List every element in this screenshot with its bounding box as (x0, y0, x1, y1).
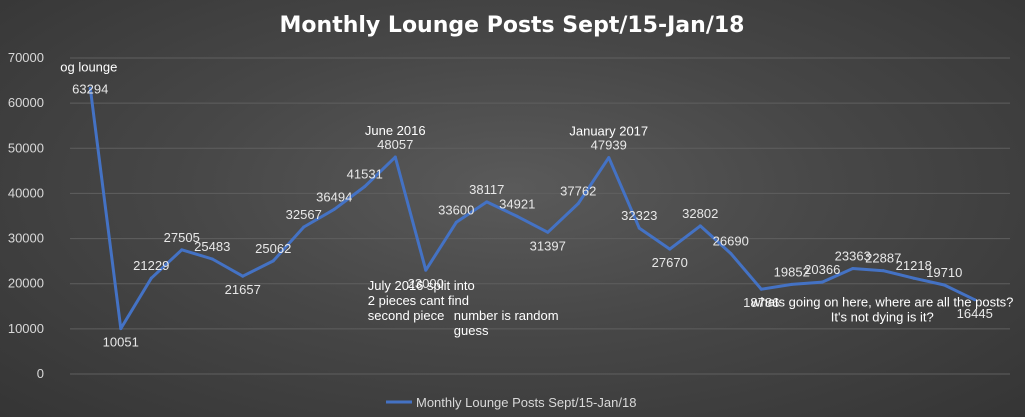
annotation-line: second piece (368, 308, 445, 323)
annotations: og lounge June 2016 January 2017 July 2016 … (60, 59, 1013, 338)
legend: Monthly Lounge Posts Sept/15-Jan/18 (386, 395, 636, 410)
data-point (88, 86, 92, 90)
data-label: 36494 (316, 189, 352, 204)
data-point (363, 185, 367, 189)
data-point (668, 247, 672, 251)
annotation: June 2016 (365, 123, 426, 138)
data-point (729, 252, 733, 256)
data-label: 32567 (286, 207, 322, 222)
data-point (424, 268, 428, 272)
data-label: 21657 (225, 282, 261, 297)
data-point (180, 248, 184, 252)
chart-title: Monthly Lounge Posts Sept/15-Jan/18 (280, 13, 745, 38)
data-label: 27670 (652, 255, 688, 270)
data-label: 32323 (621, 208, 657, 223)
data-label: 18786 (743, 295, 779, 310)
data-label: 16445 (957, 306, 993, 321)
data-label: 47939 (591, 138, 627, 153)
data-point (912, 276, 916, 280)
annotation: July 2016 split into 2 pieces cant find se… (368, 278, 475, 323)
annotation-line: whats going on here, where are all the p… (750, 295, 1013, 310)
annotation-line: June 2016 (365, 123, 426, 138)
data-point (607, 156, 611, 160)
legend-label: Monthly Lounge Posts Sept/15-Jan/18 (416, 395, 636, 410)
data-label: 19852 (774, 264, 810, 279)
y-tick-label: 70000 (8, 50, 44, 65)
data-point (820, 280, 824, 284)
data-label: 23363 (835, 249, 871, 264)
annotation-line: 2 pieces cant find (368, 293, 469, 308)
data-point (332, 207, 336, 211)
data-point (881, 269, 885, 273)
data-label: 32802 (682, 206, 718, 221)
data-point (637, 226, 641, 230)
data-label: 26690 (713, 234, 749, 249)
data-point (942, 283, 946, 287)
data-point (393, 155, 397, 159)
data-label: 27505 (164, 230, 200, 245)
data-point (241, 274, 245, 278)
y-tick-label: 0 (37, 366, 44, 381)
data-label: 20366 (804, 262, 840, 277)
gridlines (70, 57, 1010, 375)
data-label: 38117 (469, 182, 504, 197)
annotation: January 2017 (569, 124, 648, 139)
data-point (576, 202, 580, 206)
annotation-line: number is random (454, 308, 559, 323)
y-tick-label: 60000 (8, 95, 44, 110)
y-axis-ticks: 0 10000 20000 30000 40000 50000 60000 70000 (8, 50, 44, 381)
data-point (851, 267, 855, 271)
data-label: 22887 (865, 251, 901, 266)
data-point (271, 259, 275, 263)
y-tick-label: 20000 (8, 276, 44, 291)
data-point (973, 298, 977, 302)
y-tick-label: 10000 (8, 321, 44, 336)
y-tick-label: 40000 (8, 185, 44, 200)
annotation-line: guess (454, 323, 489, 338)
data-label: 23000 (408, 276, 444, 291)
data-point (302, 225, 306, 229)
series-layer (88, 86, 977, 331)
annotation: whats going on here, where are all the p… (750, 295, 1013, 325)
data-label: 33600 (438, 202, 474, 217)
data-label: 48057 (377, 137, 413, 152)
y-tick-label: 50000 (8, 140, 44, 155)
data-label: 25062 (255, 241, 291, 256)
data-point (515, 214, 519, 218)
data-point (454, 220, 458, 224)
data-label: 21218 (896, 258, 932, 273)
data-label: 21229 (133, 258, 169, 273)
annotation-line: It's not dying is it? (831, 310, 934, 325)
annotation-line: July 2016 split into (368, 278, 475, 293)
data-point (759, 287, 763, 291)
annotation: number is random guess (454, 308, 559, 338)
data-point (485, 200, 489, 204)
annotation-line: og lounge (60, 59, 117, 74)
annotation: og lounge (60, 59, 117, 74)
data-label: 41531 (347, 167, 383, 182)
y-tick-label: 30000 (8, 231, 44, 246)
data-label: 31397 (530, 238, 566, 253)
data-point (790, 282, 794, 286)
annotation-line: January 2017 (569, 124, 648, 139)
data-label: 34921 (499, 196, 535, 211)
data-point (698, 224, 702, 228)
data-point (546, 230, 550, 234)
data-label: 37762 (560, 184, 596, 199)
data-label: 63294 (72, 81, 108, 96)
data-label: 19710 (926, 265, 962, 280)
data-label: 10051 (103, 335, 139, 350)
series-line (88, 88, 976, 331)
data-label: 25483 (194, 239, 230, 254)
data-point (210, 257, 214, 261)
data-point (149, 276, 153, 280)
data-point (119, 327, 123, 331)
